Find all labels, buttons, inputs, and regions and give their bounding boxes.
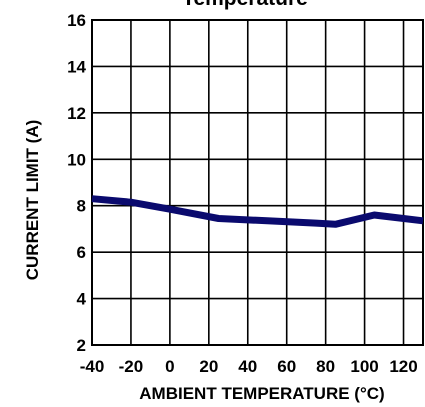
x-tick-label-0: -40 <box>80 357 105 376</box>
x-tick-label-1: -20 <box>119 357 144 376</box>
y-tick-label-2: 6 <box>77 243 86 262</box>
x-tick-label-7: 100 <box>350 357 378 376</box>
y-tick-label-5: 12 <box>67 104 86 123</box>
x-tick-label-3: 20 <box>199 357 218 376</box>
y-tick-label-3: 8 <box>77 197 86 216</box>
y-axis-title: CURRENT LIMIT (A) <box>23 120 42 281</box>
chart-title: Temperature <box>182 0 308 10</box>
y-tick-label-6: 14 <box>67 57 86 76</box>
plot-frame <box>91 19 424 346</box>
x-axis-title: AMBIENT TEMPERATURE (°C) <box>139 384 384 403</box>
y-tick-label-4: 10 <box>67 150 86 169</box>
x-tick-label-6: 80 <box>316 357 335 376</box>
y-tick-label-7: 16 <box>67 11 86 30</box>
x-tick-labels: -40 -20 0 20 40 60 80 100 120 <box>80 357 418 376</box>
y-tick-label-1: 4 <box>77 290 87 309</box>
x-tick-label-2: 0 <box>165 357 174 376</box>
x-tick-label-8: 120 <box>389 357 417 376</box>
y-tick-labels: 2 4 6 8 10 12 14 16 <box>67 11 86 355</box>
series-line <box>91 195 424 228</box>
y-tick-label-0: 2 <box>77 336 86 355</box>
grid <box>91 19 423 346</box>
x-tick-label-5: 60 <box>277 357 296 376</box>
x-tick-label-4: 40 <box>238 357 257 376</box>
